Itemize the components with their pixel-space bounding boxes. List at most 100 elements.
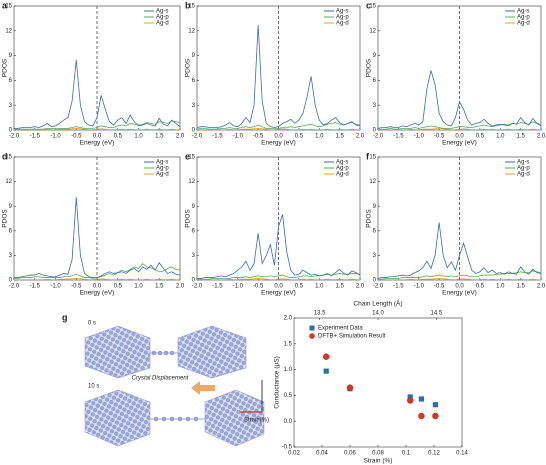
legend-label: Ag-s <box>156 9 168 15</box>
y-tick-label: 0 <box>373 128 377 134</box>
panel-label: g <box>62 312 68 322</box>
x-tick-label: 0.5 <box>295 134 304 140</box>
series-line <box>197 277 360 280</box>
legend-label: Ag-s <box>517 160 529 166</box>
y-tick-label: 0 <box>373 278 377 284</box>
x-tick-label: 0.0 <box>455 284 464 290</box>
legend-label: Ag-s <box>517 9 529 15</box>
legend-label: Ag-d <box>156 172 169 178</box>
x-axis-label: Energy (eV) <box>80 290 115 297</box>
x-tick-label: 0.5 <box>476 284 485 290</box>
cluster <box>84 325 151 379</box>
x-tick-label: -1.0 <box>233 134 244 140</box>
point <box>407 397 414 404</box>
x-axis-label: Energy (eV) <box>261 140 296 147</box>
y-tick-label: 6 <box>9 228 13 234</box>
y-axis-label: PDOS <box>2 209 9 228</box>
series-line <box>377 222 542 279</box>
legend-label: Experiment Data <box>318 326 363 332</box>
x-tick-label: -1.5 <box>393 284 404 290</box>
x-tick-label: 0.5 <box>114 284 123 290</box>
series-line <box>197 127 360 130</box>
point <box>407 394 413 400</box>
cluster <box>177 325 247 379</box>
y-tick-label: 9 <box>373 204 377 210</box>
x-tick-label: 0.12 <box>428 451 440 457</box>
x-tick-label: 0.14 <box>456 451 468 457</box>
panel-label: b <box>185 0 191 10</box>
legend-label: Ag-p <box>517 15 530 21</box>
cluster <box>84 389 151 447</box>
x-tick-label: 0.0 <box>274 284 283 290</box>
y-tick-label: 6 <box>9 78 13 84</box>
x-tick-label: 0.02 <box>288 451 300 457</box>
y-tick-label: 15 <box>5 4 12 10</box>
y-tick-label: 9 <box>9 204 13 210</box>
y-tick-label: 1.5 <box>284 341 293 347</box>
y-tick-label: 15 <box>369 4 376 10</box>
x-tick-label: -1.5 <box>30 134 41 140</box>
point <box>323 353 330 360</box>
y-tick-label: 3 <box>373 103 377 109</box>
arrow <box>191 381 215 395</box>
x-tick-label: -2.0 <box>192 284 203 290</box>
y-axis-label: PDOS <box>366 209 373 228</box>
y-tick-label: 12 <box>188 179 195 185</box>
x-tick-label: -2.0 <box>9 134 20 140</box>
legend-label: Ag-s <box>336 9 348 15</box>
series-line <box>14 277 180 280</box>
series-line <box>378 277 541 280</box>
y-tick-label: 0 <box>192 278 196 284</box>
x-tick-label: -1.5 <box>30 284 41 290</box>
point <box>346 384 354 391</box>
y-tick-label: 0.5 <box>284 393 293 399</box>
y-tick-label: 15 <box>5 155 12 161</box>
legend-label: Ag-d <box>517 21 530 27</box>
x-axis-label: Energy (eV) <box>442 140 477 147</box>
annotation: Crystal Displacement <box>132 376 189 382</box>
legend-label: Ag-p <box>517 166 530 172</box>
x-tick-label: 0.0 <box>93 284 102 290</box>
legend-swatch <box>309 325 315 331</box>
y-tick-label: 12 <box>188 28 195 34</box>
legend-label: DFTB+ Simulation Result <box>318 334 386 340</box>
x-axis-label: Strain (%) <box>364 458 393 465</box>
y-tick-label: 3 <box>9 253 13 259</box>
x-tick-label: 1.0 <box>496 134 505 140</box>
legend-swatch <box>309 333 315 339</box>
y-tick-label: 0 <box>9 278 13 284</box>
y-tick-label: -0.5 <box>282 445 293 451</box>
x-tick-label: 1.5 <box>335 284 344 290</box>
series-line <box>378 127 541 130</box>
x-axis-label: Energy (eV) <box>80 140 115 147</box>
x-tick-label: -0.5 <box>71 134 82 140</box>
series-line <box>377 70 542 129</box>
x-tick-label: -2.0 <box>373 134 384 140</box>
y-tick-label: 1.0 <box>284 367 293 373</box>
legend-label: Ag-p <box>156 166 169 172</box>
y-tick-label: 6 <box>373 228 377 234</box>
x-tick-label: 2.0 <box>356 284 365 290</box>
panel-label: e <box>185 151 190 161</box>
y-tick-label: 0.0 <box>284 419 293 425</box>
x-tick-label: 1.5 <box>335 134 344 140</box>
x-tick-label: -0.5 <box>71 284 82 290</box>
point <box>418 412 425 420</box>
x-tick-label: -1.5 <box>212 284 223 290</box>
panel-label: a <box>2 0 8 10</box>
x-axis-label: Energy (eV) <box>442 290 477 297</box>
x-tick-label: -2.0 <box>9 284 20 290</box>
x-tick-label: 1.0 <box>134 134 143 140</box>
y-tick-label: 15 <box>369 155 376 161</box>
chain-atoms <box>151 350 175 356</box>
point <box>323 368 329 374</box>
x-tick-label: 2.0 <box>356 134 365 140</box>
y-tick-label: 9 <box>373 53 377 59</box>
y-tick-label: 3 <box>192 103 196 109</box>
x-tick-label: 0.5 <box>476 134 485 140</box>
y-axis-label: PDOS <box>366 58 373 77</box>
y-tick-label: 6 <box>192 78 196 84</box>
x2-tick-label: 14.5 <box>430 311 442 317</box>
x-tick-label: 1.0 <box>496 284 505 290</box>
y-tick-label: 0 <box>9 128 13 134</box>
